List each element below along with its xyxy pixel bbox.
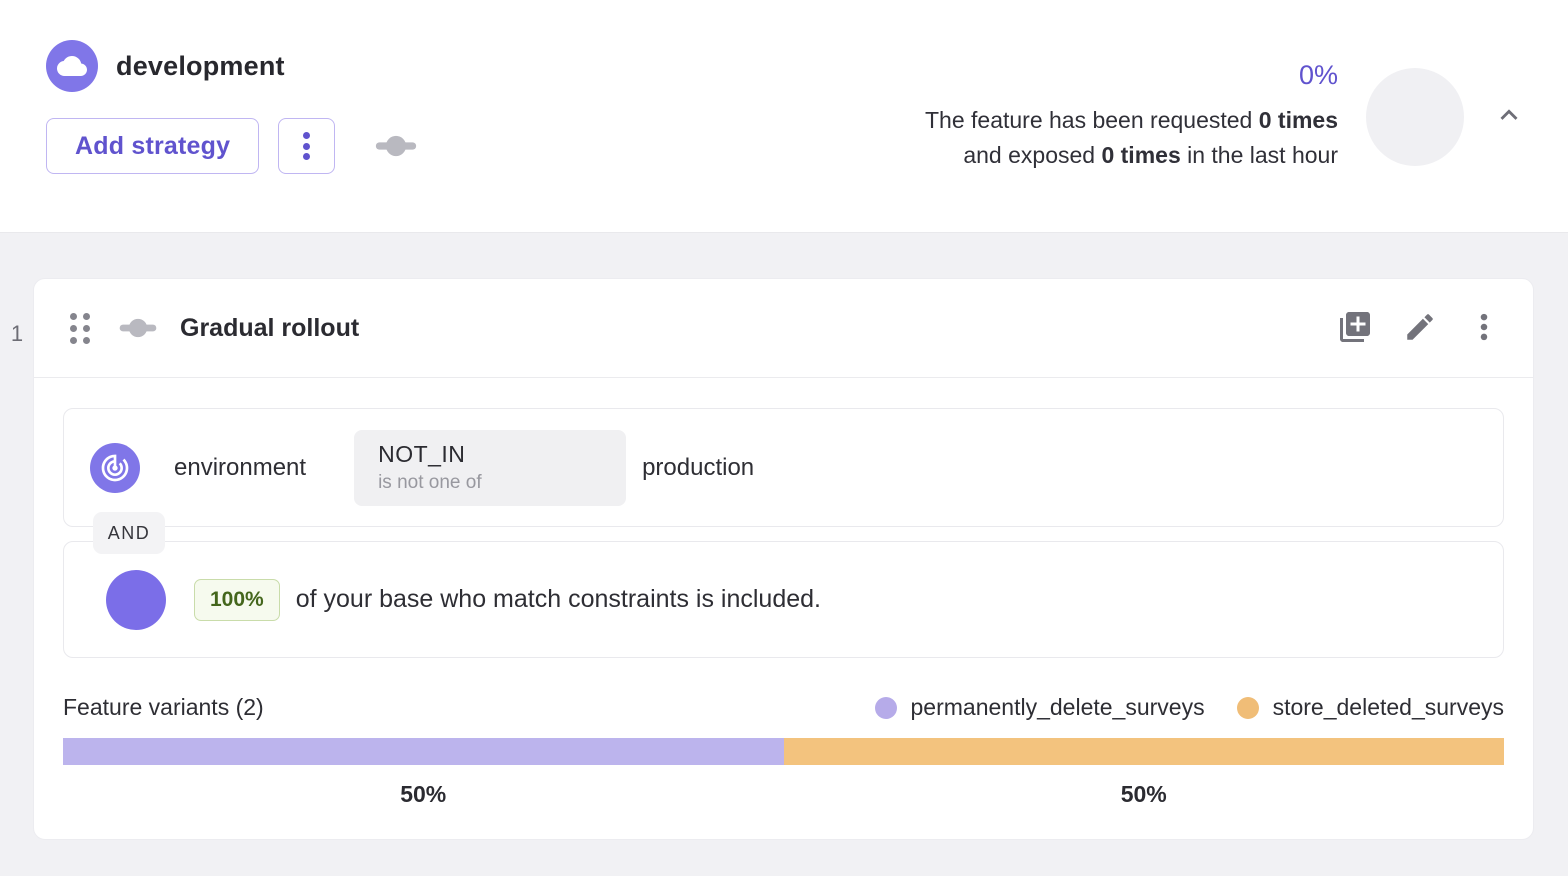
strategy-menu-button[interactable] — [1467, 310, 1501, 347]
environment-header: development Add strategy 0% The feature … — [0, 0, 1568, 233]
copy-add-icon — [1337, 309, 1373, 348]
variant-weight-label: 50% — [1120, 781, 1167, 807]
variant-bar-segment — [63, 738, 784, 765]
metrics-line-1: The feature has been requested 0 times — [924, 107, 1338, 133]
conjunction-chip: AND — [93, 512, 165, 554]
legend-dot-icon — [874, 696, 897, 719]
operator-description: is not one of — [378, 471, 482, 493]
legend-item: permanently_delete_surveys — [874, 694, 1205, 721]
strategy-title: Gradual rollout — [180, 313, 360, 342]
add-strategy-button[interactable]: Add strategy — [46, 118, 260, 174]
variants-title: Feature variants (2) — [63, 694, 264, 720]
strategy-index: 1 — [10, 321, 24, 346]
edit-strategy-button[interactable] — [1403, 310, 1437, 347]
feature-metrics: 0% The feature has been requested 0 time… — [925, 60, 1338, 173]
metrics-percentage: 0% — [1298, 60, 1338, 90]
drag-handle-icon[interactable] — [70, 312, 90, 344]
strategy-card: Gradual rollout — [33, 278, 1534, 840]
variant-name: permanently_delete_surveys — [910, 694, 1205, 720]
variant-name: store_deleted_surveys — [1272, 694, 1504, 720]
copy-strategy-button[interactable] — [1337, 309, 1373, 348]
constraint-icon — [90, 442, 140, 493]
variant-bar-segment — [783, 738, 1504, 765]
constraint-row: environment NOT_IN is not one of product… — [63, 408, 1504, 527]
kebab-icon — [303, 129, 311, 164]
constraint-value: production — [642, 453, 755, 481]
strategies-section: 1 Gradual rollout — [0, 233, 1568, 876]
rollout-strategy-icon — [374, 135, 418, 157]
cloud-icon — [46, 40, 98, 92]
kebab-icon — [1467, 310, 1501, 347]
environment-name: development — [116, 50, 285, 81]
rollout-strategy-icon — [118, 318, 158, 338]
metrics-line-2: and exposed 0 times in the last hour — [963, 142, 1338, 168]
environment-menu-button[interactable] — [278, 118, 336, 174]
variants-legend: permanently_delete_surveys store_deleted_… — [874, 694, 1504, 721]
chevron-up-icon — [1492, 98, 1526, 135]
constraint-operator-chip: NOT_IN is not one of — [354, 429, 627, 506]
strategy-card-header: Gradual rollout — [34, 279, 1533, 378]
variants-bar — [63, 738, 1504, 765]
collapse-environment-button[interactable] — [1492, 98, 1526, 135]
pencil-icon — [1403, 310, 1437, 347]
rollout-pie-icon — [106, 569, 166, 630]
metrics-chart-placeholder — [1366, 67, 1464, 166]
operator-name: NOT_IN — [378, 440, 466, 467]
variant-weight-label: 50% — [400, 781, 447, 807]
legend-dot-icon — [1236, 696, 1259, 719]
variants-weight-labels: 50% 50% — [63, 781, 1504, 808]
rollout-row: 100% of your base who match constraints … — [63, 541, 1504, 658]
rollout-description: of your base who match constraints is in… — [295, 585, 821, 613]
constraint-field: environment — [174, 453, 307, 481]
legend-item: store_deleted_surveys — [1236, 694, 1504, 721]
rollout-percentage-badge: 100% — [194, 578, 280, 621]
